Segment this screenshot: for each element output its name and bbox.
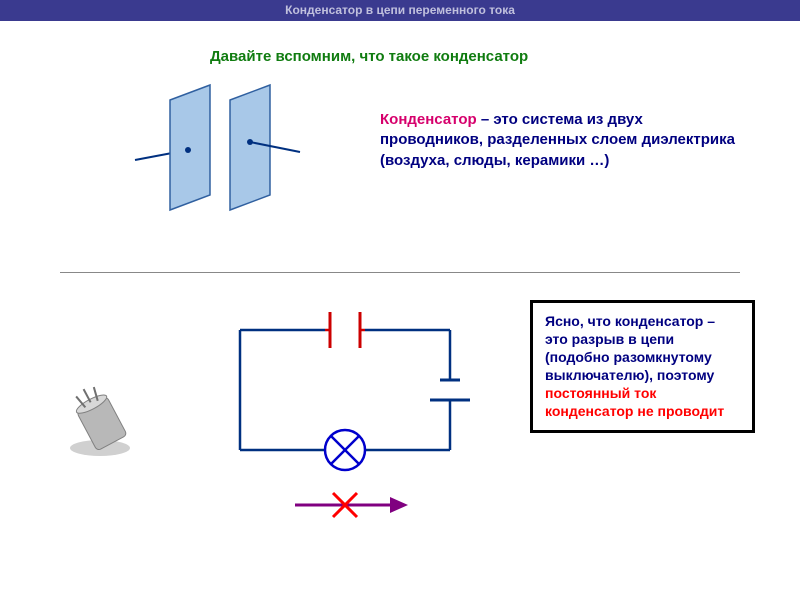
- title-bar: Конденсатор в цепи переменного тока: [0, 0, 800, 21]
- capacitor-plate-left: [170, 85, 210, 210]
- circuit-diagram: [210, 300, 480, 530]
- current-arrow-head: [390, 497, 408, 513]
- horizontal-divider: [60, 272, 740, 273]
- explanation-box: Ясно, что конденсатор – это разрыв в цеп…: [530, 300, 755, 433]
- capacitor-plate-right: [230, 85, 270, 210]
- slide: Конденсатор в цепи переменного тока Дава…: [0, 0, 800, 600]
- box-text-emphasis: постоянный ток конденсатор не проводит: [545, 385, 724, 419]
- slide-title: Конденсатор в цепи переменного тока: [285, 3, 515, 17]
- terminal-dot-right: [247, 139, 253, 145]
- capacitor-plates-diagram: [130, 80, 330, 240]
- box-text-main: Ясно, что конденсатор – это разрыв в цеп…: [545, 313, 715, 383]
- terminal-dot-left: [185, 147, 191, 153]
- definition-term: Конденсатор: [380, 111, 477, 128]
- definition-text: Конденсатор – это система из двух провод…: [380, 110, 740, 171]
- subtitle: Давайте вспомним, что такое конденсатор: [210, 48, 528, 65]
- capacitor-body-group: [69, 381, 128, 451]
- capacitor-photo: [55, 380, 145, 460]
